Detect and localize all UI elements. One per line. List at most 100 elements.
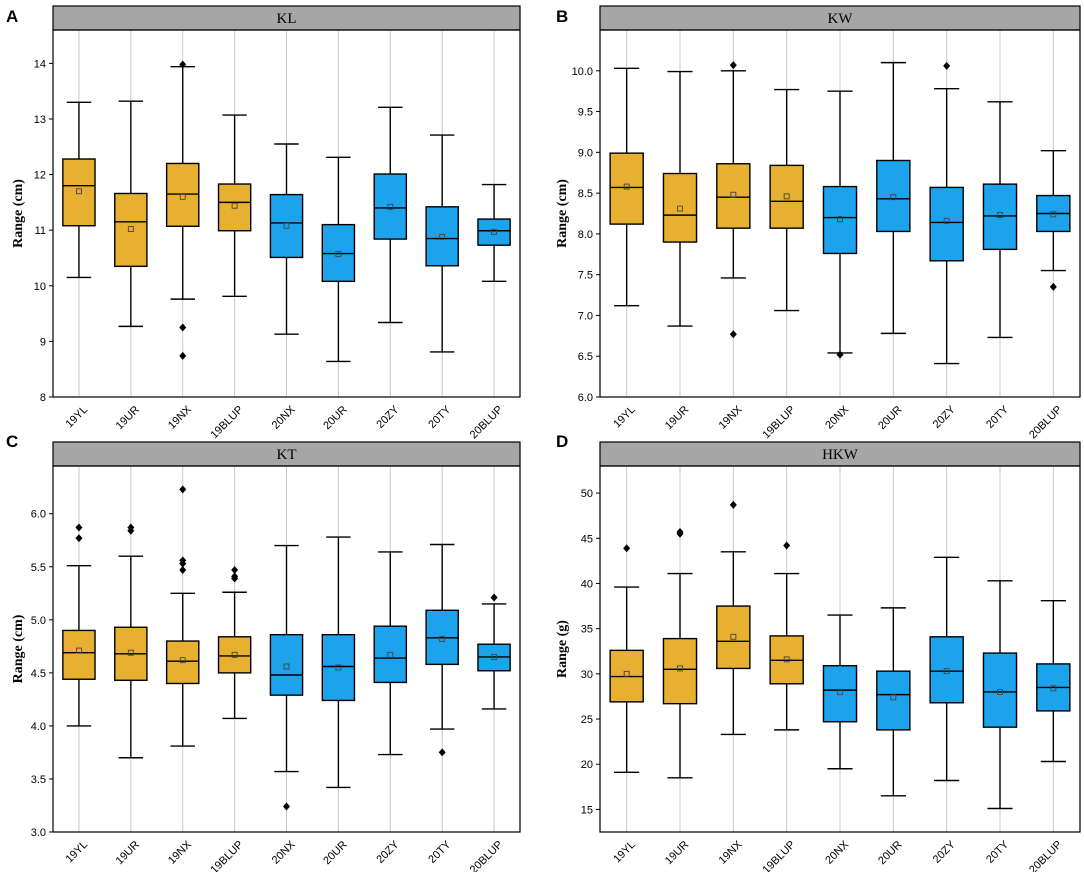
outlier-point <box>623 544 631 553</box>
outlier-point <box>490 593 498 602</box>
mean-marker <box>677 205 683 212</box>
x-category-label: 19UR <box>663 404 691 432</box>
x-category-label: 20BLUP <box>468 404 505 441</box>
y-tick-label: 3.5 <box>31 774 46 786</box>
iqr-box <box>876 159 911 233</box>
x-category-label: 20TY <box>426 403 454 431</box>
x-category-label: 20UR <box>321 839 349 867</box>
panel-title: KW <box>828 11 854 27</box>
iqr-box <box>373 173 408 240</box>
outlier-point <box>75 534 83 543</box>
iqr-box <box>373 625 408 684</box>
outlier-point <box>231 565 239 574</box>
x-category-label: 20BLUP <box>1027 404 1064 441</box>
x-category-label: 20BLUP <box>468 839 505 872</box>
iqr-box <box>822 185 858 255</box>
y-tick-label: 12 <box>34 170 46 182</box>
x-category-label: 20UR <box>876 404 904 432</box>
outlier-point <box>729 61 737 70</box>
box-19nx <box>716 61 751 339</box>
iqr-box <box>425 206 459 267</box>
box-20ty <box>425 134 459 353</box>
x-category-label: 20ZY <box>374 403 402 431</box>
x-category-label: 20TY <box>426 838 454 866</box>
box-19blup <box>769 541 804 731</box>
y-axis-label: Range (g) <box>555 620 570 678</box>
box-20nx <box>269 143 304 335</box>
mean-marker <box>387 203 394 210</box>
y-tick-label: 25 <box>581 714 593 726</box>
x-category-label: 19YL <box>611 839 638 866</box>
box-19blup <box>769 88 804 312</box>
iqr-box <box>62 629 96 680</box>
iqr-box <box>609 152 644 225</box>
x-category-label: 20NX <box>823 838 851 866</box>
y-tick-label: 5.0 <box>31 615 46 627</box>
outlier-point <box>943 61 951 70</box>
mean-marker <box>890 694 897 701</box>
outlier-point <box>179 485 187 494</box>
iqr-box <box>269 633 304 696</box>
y-tick-label: 3.0 <box>31 827 46 839</box>
y-tick-label: 14 <box>34 58 46 70</box>
mean-marker <box>439 233 446 240</box>
iqr-box <box>269 193 304 259</box>
iqr-box <box>716 605 751 670</box>
box-20zy <box>373 106 408 324</box>
box-19blup <box>217 114 252 298</box>
y-tick-label: 6.0 <box>578 392 593 404</box>
y-tick-label: 10.0 <box>572 66 593 78</box>
y-tick-label: 10 <box>34 281 46 293</box>
panel-letter: C <box>6 432 18 451</box>
y-axis-label: Range (cm) <box>11 179 26 248</box>
x-category-label: 19UR <box>114 839 142 867</box>
box-20ur <box>321 156 356 363</box>
y-tick-label: 4.0 <box>31 721 46 733</box>
outlier-point <box>127 526 135 535</box>
x-category-label: 20NX <box>270 403 298 431</box>
plot-frame <box>599 465 1081 833</box>
panel-letter: A <box>6 7 18 26</box>
y-tick-label: 4.5 <box>31 668 46 680</box>
box-19ur <box>114 523 148 759</box>
y-tick-label: 13 <box>34 114 46 126</box>
outlier-point <box>438 748 446 757</box>
box-20ty <box>982 580 1018 810</box>
box-20ty <box>982 101 1018 339</box>
box-19nx <box>165 60 200 360</box>
iqr-box <box>217 183 252 232</box>
panel-letter: B <box>556 7 568 26</box>
iqr-box <box>217 636 252 674</box>
mean-marker <box>283 222 290 229</box>
panel-d: D HKW 15 20 25 30 35 40 45 50 Range (g) 19YL 19UR 19N… <box>555 432 1081 872</box>
mean-marker <box>283 663 290 670</box>
mean-marker <box>730 633 737 640</box>
x-category-label: 20ZY <box>931 403 959 431</box>
box-20nx <box>269 544 304 811</box>
mean-marker <box>783 656 790 663</box>
iqr-box <box>165 640 200 685</box>
mean-marker <box>677 665 683 672</box>
mean-marker <box>335 664 342 671</box>
x-category-label: 20UR <box>321 404 349 432</box>
iqr-box <box>62 158 96 227</box>
y-tick-label: 6.5 <box>578 351 593 363</box>
x-category-label: 19BLUP <box>208 839 245 872</box>
mean-marker <box>335 251 342 258</box>
mean-marker <box>837 688 843 695</box>
outlier-point <box>179 559 187 568</box>
box-19yl <box>62 101 96 279</box>
y-tick-label: 9.5 <box>578 107 593 119</box>
x-category-label: 20NX <box>823 403 851 431</box>
mean-marker <box>943 217 950 224</box>
y-tick-label: 50 <box>581 488 593 500</box>
iqr-box <box>929 636 964 704</box>
box-20blup <box>477 593 511 710</box>
mean-marker <box>127 226 134 233</box>
y-tick-label: 40 <box>581 578 593 590</box>
mean-marker <box>837 216 843 223</box>
outlier-point <box>75 523 83 532</box>
y-tick-label: 8.5 <box>578 188 593 200</box>
outlier-point <box>179 351 187 360</box>
